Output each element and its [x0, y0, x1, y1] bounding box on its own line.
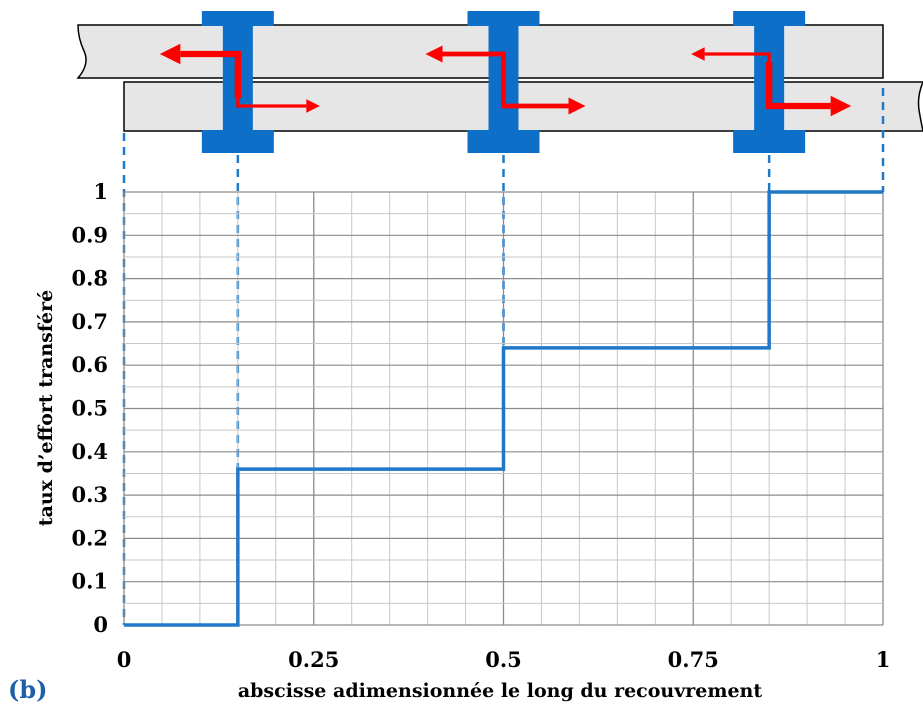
force-arrow-head: [568, 97, 586, 115]
x-tick-labels: 0 0.25 0.5 0.75 1: [117, 647, 891, 672]
y-tick-label: 0.2: [71, 525, 108, 550]
plot-area: 0 0.1 0.2 0.3 0.4 0.5 0.6 0.7 0.8 0.9 1 0 0.25 0.5 0.…: [71, 179, 890, 672]
y-tick-label: 0: [93, 612, 108, 637]
series-line: [124, 190, 883, 627]
x-tick-label: 0.75: [668, 647, 719, 672]
force-arrow-shaft: [501, 62, 569, 109]
y-axis-title: taux d’effort transféré: [35, 290, 57, 526]
x-axis-title: abscisse adimensionnée le long du recouv…: [238, 680, 763, 702]
y-tick-label: 1: [93, 179, 108, 204]
lap-joint-schematic: [76, 11, 923, 153]
force-arrow-head: [425, 45, 443, 63]
y-tick-label: 0.9: [71, 222, 108, 247]
force-arrow-head: [830, 95, 852, 117]
force-arrow-head: [691, 47, 705, 61]
x-tick-label: 0.25: [288, 647, 339, 672]
y-tick-label: 0.6: [71, 352, 108, 377]
panel-label: (b): [8, 675, 48, 704]
force-arrow-shaft: [765, 62, 831, 110]
x-tick-label: 1: [876, 647, 891, 672]
x-tick-label: 0.5: [485, 647, 522, 672]
force-arrow-shaft: [236, 62, 307, 108]
y-tick-label: 0.1: [71, 569, 108, 594]
force-arrow-head: [306, 99, 320, 113]
y-tick-label: 0.4: [71, 439, 108, 464]
upper-plate: [76, 24, 884, 79]
force-arrows: [159, 43, 852, 117]
y-tick-label: 0.3: [71, 482, 108, 507]
x-tick-label: 0: [117, 647, 132, 672]
y-tick-label: 0.5: [71, 396, 108, 421]
series-group: [124, 190, 883, 627]
y-tick-label: 0.8: [71, 266, 108, 291]
y-tick-label: 0.7: [71, 309, 108, 334]
force-arrow-head: [159, 43, 181, 65]
y-tick-labels: 0 0.1 0.2 0.3 0.4 0.5 0.6 0.7 0.8 0.9 1: [71, 179, 108, 637]
